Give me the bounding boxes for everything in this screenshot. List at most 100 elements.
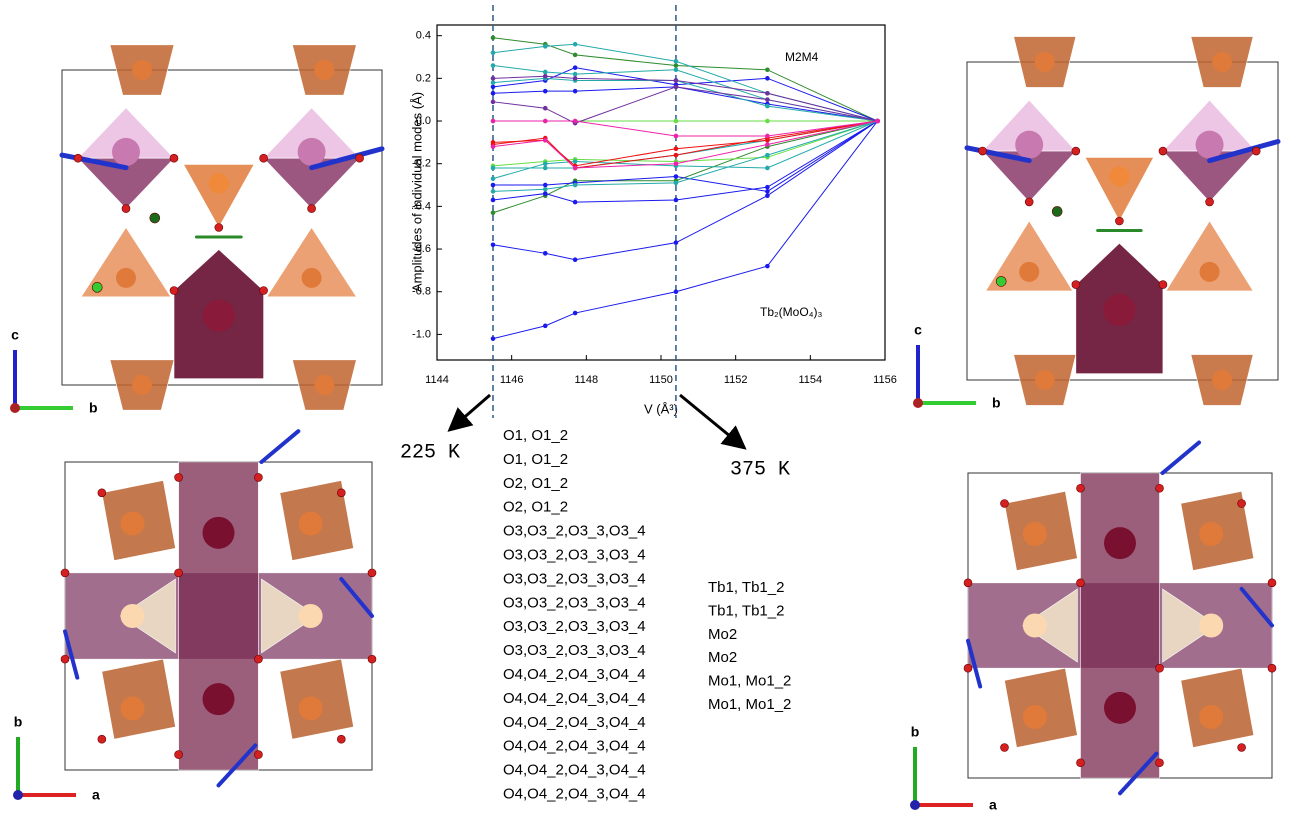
data-point (765, 119, 770, 124)
atom (1000, 744, 1008, 752)
y-tick-label: 0.0 (416, 115, 431, 127)
atom (1052, 206, 1062, 216)
atom (150, 213, 160, 223)
data-point (674, 68, 679, 73)
atom (1076, 759, 1084, 767)
data-point (674, 181, 679, 186)
atom (122, 205, 130, 213)
data-point (765, 264, 770, 269)
data-point (765, 193, 770, 198)
legend-entry: Tb1, Tb1_2 (708, 579, 784, 596)
data-point (573, 89, 578, 94)
polyhedron (1080, 473, 1159, 778)
data-point (573, 119, 578, 124)
legend-entry: O3,O3_2,O3_3,O3_4 (503, 618, 646, 635)
atom (1023, 614, 1047, 638)
axis-letter: a (989, 797, 997, 813)
atom (1199, 522, 1223, 546)
data-point (543, 138, 548, 143)
data-point (765, 153, 770, 158)
atom (996, 276, 1006, 286)
atom (175, 569, 183, 577)
atom (170, 287, 178, 295)
atom (254, 473, 262, 481)
atom (302, 268, 322, 288)
atom (368, 655, 376, 663)
legend-entry: O4,O4_2,O4_3,O4_4 (503, 738, 646, 755)
legend-entry: O3,O3_2,O3_3,O3_4 (503, 546, 646, 563)
atom (121, 696, 145, 720)
x-tick-label: 1152 (724, 374, 748, 386)
y-tick-label: -1.0 (412, 328, 431, 340)
series-line (493, 38, 878, 121)
data-point (491, 119, 496, 124)
data-point (674, 119, 679, 124)
atom (132, 375, 152, 395)
data-point (765, 138, 770, 143)
atom (112, 138, 140, 166)
axis-letter: b (89, 400, 98, 416)
legend-entry: Mo2 (708, 626, 737, 643)
data-point (573, 53, 578, 58)
data-point (765, 185, 770, 190)
data-point (573, 76, 578, 81)
atom (121, 604, 145, 628)
data-point (674, 198, 679, 203)
atom (1206, 198, 1214, 206)
atom (299, 512, 323, 536)
annotation: M2M4 (785, 50, 819, 64)
data-point (875, 119, 880, 124)
legend-entry: O3,O3_2,O3_3,O3_4 (503, 570, 646, 587)
annotation: 225 K (400, 441, 460, 464)
data-point (674, 153, 679, 158)
atom (1104, 527, 1136, 559)
data-point (765, 142, 770, 147)
atom (203, 683, 235, 715)
atom (308, 205, 316, 213)
data-point (765, 189, 770, 194)
displacement-arrow (261, 431, 298, 462)
axis-letter: c (914, 322, 922, 338)
atom (209, 173, 229, 193)
atom (1023, 705, 1047, 729)
data-point (491, 210, 496, 215)
atom (215, 224, 223, 232)
legend-entry: O1, O1_2 (503, 427, 568, 444)
data-point (491, 50, 496, 55)
atom (1076, 484, 1084, 492)
atom (1076, 579, 1084, 587)
atom (92, 282, 102, 292)
atom (1019, 262, 1039, 282)
x-tick-label: 1144 (425, 374, 449, 386)
data-point (491, 166, 496, 171)
axis-origin (910, 800, 920, 810)
legend-entry: Tb1, Tb1_2 (708, 602, 784, 619)
atom (1199, 614, 1223, 638)
legend-entry: O1, O1_2 (503, 451, 568, 468)
data-point (491, 144, 496, 149)
annotation: 375 K (730, 458, 790, 481)
atom (1159, 281, 1167, 289)
data-point (573, 183, 578, 188)
atom (1000, 500, 1008, 508)
atom (356, 154, 364, 162)
x-tick-label: 1150 (649, 374, 673, 386)
data-point (674, 161, 679, 166)
y-tick-label: -0.4 (412, 200, 431, 212)
legend-entry: O2, O1_2 (503, 475, 568, 492)
atom (203, 517, 235, 549)
legend-entry: O2, O1_2 (503, 499, 568, 516)
axis-origin (13, 790, 23, 800)
atom (1115, 217, 1123, 225)
annotation: Tb₂(MoO₄)₃ (760, 305, 823, 319)
atom (1156, 664, 1164, 672)
data-point (674, 63, 679, 68)
data-point (491, 198, 496, 203)
legend-entry: Mo1, Mo1_2 (708, 696, 791, 713)
data-point (491, 183, 496, 188)
atom (1035, 52, 1055, 72)
atom (1252, 147, 1260, 155)
legend-entry: O4,O4_2,O4_3,O4_4 (503, 762, 646, 779)
data-point (674, 78, 679, 83)
atom (98, 735, 106, 743)
